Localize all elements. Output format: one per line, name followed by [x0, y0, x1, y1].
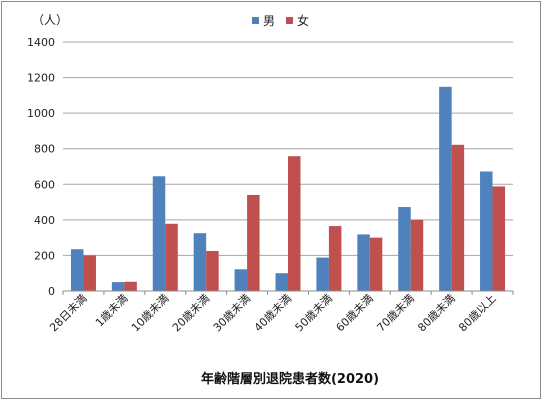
x-tick-label: 20歳未満: [170, 292, 212, 334]
x-tick-label: 50歳未満: [293, 292, 335, 334]
legend: 男女: [252, 13, 309, 28]
bar-male-4: [234, 269, 248, 291]
bar-female-9: [451, 144, 465, 291]
y-tick-label: 1000: [27, 107, 55, 120]
bar-female-4: [247, 194, 260, 291]
legend-label-0: 男: [263, 14, 275, 28]
bar-male-10: [480, 171, 493, 291]
bar-male-1: [111, 282, 125, 291]
bar-female-7: [369, 237, 383, 291]
x-axis-ticks: 28日未満 1歳未満10歳未満20歳未満30歳未満40歳未満50歳未満60歳未満7…: [47, 291, 514, 334]
y-tick-label: 1200: [27, 72, 55, 85]
bar-female-6: [328, 226, 342, 291]
unit-label: （人）: [32, 13, 68, 27]
bar-female-8: [410, 219, 424, 291]
bar-female-10: [492, 186, 506, 291]
x-tick-label: 30歳未満: [211, 292, 253, 334]
bar-female-5: [288, 156, 301, 291]
gridlines: [63, 41, 513, 256]
y-tick-label: 600: [34, 178, 55, 191]
bars: [70, 86, 506, 291]
x-tick-label: 40歳未満: [252, 292, 294, 334]
x-tick-label: 70歳未満: [374, 292, 416, 334]
legend-label-1: 女: [297, 13, 309, 28]
bar-male-5: [275, 273, 288, 291]
x-tick-label: 80歳未満: [415, 292, 457, 334]
y-tick-label: 400: [34, 214, 55, 227]
bar-male-7: [357, 234, 370, 291]
bar-female-2: [165, 223, 178, 291]
bar-male-8: [398, 207, 411, 291]
bar-male-2: [152, 176, 166, 291]
x-tick-label: 1歳未満: [93, 292, 130, 329]
x-tick-label: 80歳以上: [456, 292, 498, 334]
y-tick-label: 800: [34, 143, 55, 156]
bar-male-6: [316, 257, 329, 291]
bar-male-9: [439, 86, 452, 291]
y-axis-ticks: 0 200 400 600 800 1000 1200 1400: [27, 36, 55, 298]
legend-swatch-0: [252, 17, 259, 24]
legend-swatch-1: [286, 17, 293, 24]
bar-male-3: [193, 233, 207, 291]
bar-male-0: [70, 249, 84, 291]
x-tick-label: 10歳未満: [129, 292, 171, 334]
bar-female-3: [206, 250, 219, 291]
y-tick-label: 0: [48, 285, 55, 298]
x-tick-label: 28日未満: [47, 292, 89, 334]
bar-female-1: [124, 281, 137, 291]
x-axis-title: 年齢階層別退院患者数(2020): [201, 371, 379, 387]
x-tick-label: 60歳未満: [334, 292, 376, 334]
y-tick-label: 1400: [27, 36, 55, 49]
y-tick-label: 200: [34, 249, 55, 262]
bar-female-0: [83, 255, 96, 291]
